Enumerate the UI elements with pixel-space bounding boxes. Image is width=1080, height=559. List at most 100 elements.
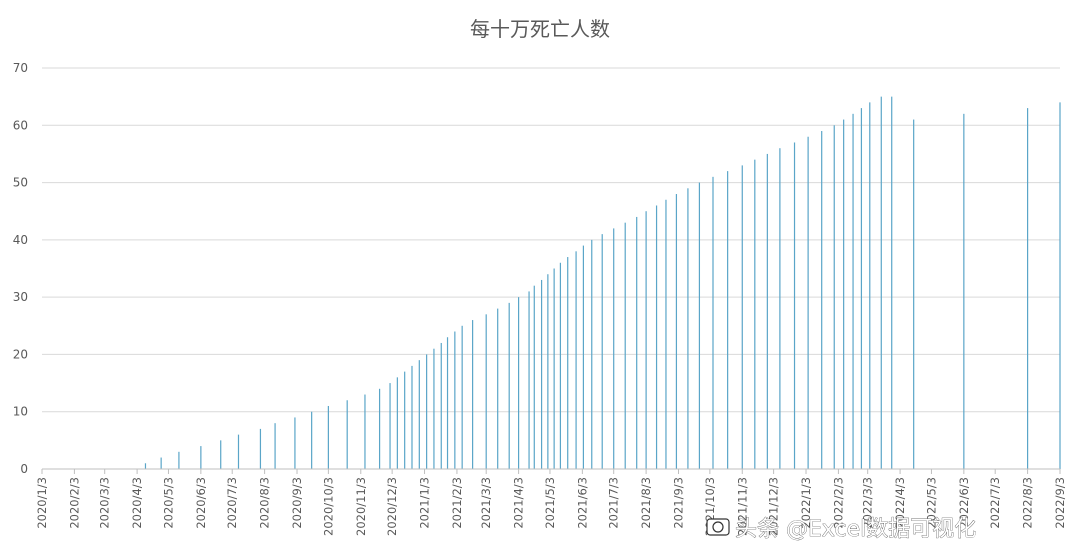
x-tick-label: 2021/11/3 [735,477,749,536]
bar [963,113,965,469]
x-tick-label: 2020/10/3 [321,477,335,536]
bar [891,96,893,470]
x-tick-label: 2022/7/3 [988,477,1002,529]
bar-series [144,96,1061,470]
bar [440,342,442,469]
bar [454,331,456,469]
x-tick-label: 2021/9/3 [672,477,686,529]
x-tick-label: 2020/8/3 [258,477,272,529]
x-tick-label: 2022/2/3 [831,477,845,529]
y-tick-label: 20 [13,347,28,361]
bar [389,383,391,469]
bar [433,348,435,469]
bar [624,222,626,469]
y-tick-label: 0 [20,462,28,476]
x-tick-label: 2021/4/3 [512,477,526,529]
bar [1026,108,1029,469]
x-tick-label: 2022/4/3 [893,477,907,529]
bar [807,136,809,469]
bar [591,239,593,469]
y-tick-label: 60 [13,118,28,132]
bar [461,325,463,469]
bar [567,257,569,469]
bar [497,308,499,469]
y-axis-ticks: 0 10 20 30 40 50 60 70 [13,61,28,476]
bar [426,354,428,469]
bar [869,102,871,469]
x-tick-label: 2020/2/3 [67,477,81,529]
bar [821,131,823,469]
bar [665,199,667,469]
x-tick-label: 2021/7/3 [607,477,621,529]
bar [582,245,585,469]
bar [220,440,222,469]
x-tick-label: 2022/6/3 [957,477,971,529]
bar [687,188,689,470]
bar [517,297,520,469]
grid-lines [42,67,1060,413]
x-tick-label: 2020/7/3 [225,477,239,529]
bar [446,337,449,469]
x-tick-label: 2022/5/3 [924,477,938,529]
bar [144,463,147,469]
x-tick-label: 2022/9/3 [1053,477,1067,529]
bar [472,320,474,469]
bar [601,234,603,469]
bar [294,417,296,469]
y-tick-label: 40 [13,233,28,247]
x-tick-label: 2022/3/3 [861,477,875,529]
watermark-text: 头条 @Excel数据可视化 [735,517,976,542]
bar [378,388,381,469]
bar [540,279,543,469]
bar [880,96,882,470]
bar [237,434,240,469]
bar [311,411,313,469]
x-tick-label: 2020/12/3 [385,477,399,536]
bar [533,285,535,469]
bar [575,251,577,469]
x-tick-label: 2021/12/3 [767,477,781,536]
bar [396,377,398,469]
bar [636,216,638,469]
bar [833,125,835,470]
bar [508,302,510,469]
bar [675,194,678,469]
bar [852,113,854,469]
bar [327,405,329,469]
x-tick-label: 2021/3/3 [479,477,493,529]
bar [1059,102,1061,469]
bar [200,446,202,469]
bar [613,228,615,469]
camera-icon [706,518,730,536]
bar [274,423,276,469]
x-tick-label: 2020/6/3 [194,477,208,529]
x-tick-label: 2021/8/3 [639,477,653,529]
bar [485,314,487,469]
bar [779,148,781,469]
bar [160,457,162,469]
bar [178,451,180,469]
x-tick-label: 2020/1/3 [35,477,49,529]
x-tick-label: 2020/3/3 [98,477,112,529]
bar [259,428,262,469]
watermark: 头条 @Excel数据可视化 [706,517,977,542]
bar [843,119,845,470]
x-tick-label: 2020/11/3 [354,477,368,536]
bar [860,108,863,469]
x-tick-label: 2021/1/3 [418,477,432,529]
x-tick-label: 2020/5/3 [161,477,175,529]
bar [346,400,348,469]
x-tick-label: 2020/9/3 [290,477,304,529]
bar [559,262,562,469]
x-tick-label: 2021/2/3 [450,477,464,529]
x-tick-label: 2020/4/3 [130,477,144,529]
bar [553,268,555,469]
bar [411,365,413,469]
x-tick-label: 2022/8/3 [1021,477,1035,529]
bar [364,394,366,469]
x-tick-label: 2021/6/3 [575,477,589,529]
bar [528,291,530,469]
x-tick-label: 2022/1/3 [799,477,813,529]
